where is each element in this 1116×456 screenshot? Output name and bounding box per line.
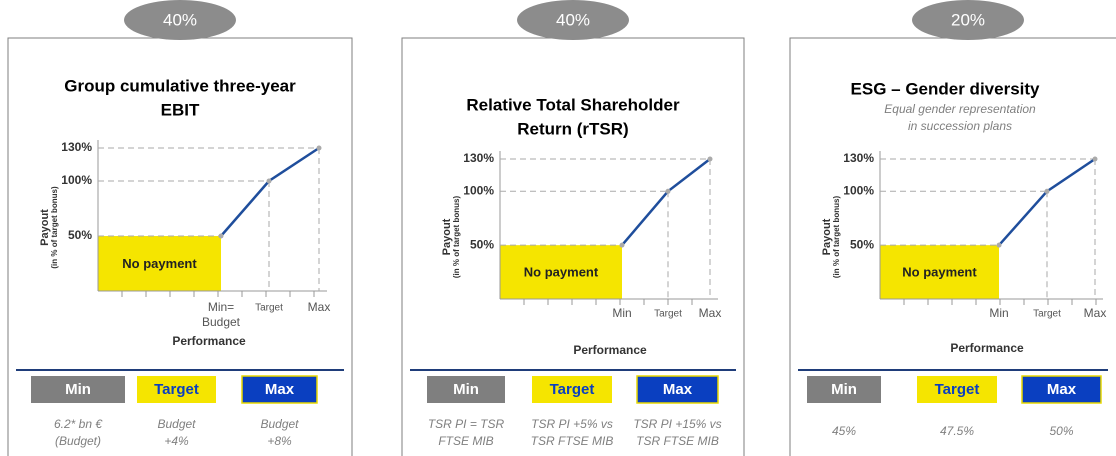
no-payment-area — [880, 245, 999, 299]
x-tick-label: Target — [255, 303, 283, 314]
x-axis-label: Performance — [950, 341, 1024, 355]
weight-badge — [912, 0, 1024, 40]
payout-point — [266, 178, 272, 184]
threshold-value: Budget +8% — [260, 417, 299, 448]
payout-point — [996, 242, 1002, 248]
payout-point — [707, 156, 713, 162]
weight-label: 40% — [163, 10, 197, 29]
weight-badge — [124, 0, 236, 40]
panel-title: Relative Total Shareholder — [466, 95, 680, 114]
x-tick-label: Target — [654, 309, 682, 320]
y-tick-label: 130% — [463, 151, 494, 165]
threshold-box — [427, 376, 505, 403]
no-payment-label: No payment — [902, 265, 977, 280]
y-tick-label: 50% — [470, 237, 494, 251]
threshold-value: TSR PI +15% vs TSR FTSE MIB — [633, 417, 721, 448]
threshold-label: Min — [453, 381, 479, 398]
threshold-value: 45% — [832, 424, 856, 438]
no-payment-area — [500, 245, 622, 299]
panel-title: Group cumulative three-year — [64, 76, 296, 95]
no-payment-area — [98, 236, 221, 291]
panel-title: ESG – Gender diversity — [851, 79, 1041, 98]
threshold-box — [917, 376, 997, 403]
y-tick-label: 50% — [850, 237, 874, 251]
threshold-value: TSR PI = TSR FTSE MIB — [428, 417, 505, 448]
threshold-box — [636, 375, 719, 404]
threshold-value: 50% — [1049, 424, 1073, 438]
weight-label: 40% — [556, 10, 590, 29]
y-axis-label: (in % of target bonus) — [452, 196, 461, 279]
panel: 40% Group cumulative three-year EBIT No pay… — [7, 0, 353, 456]
threshold-label: Min — [65, 381, 91, 398]
threshold-label: Max — [1047, 381, 1077, 398]
threshold-box — [137, 376, 216, 403]
threshold-box — [31, 376, 125, 403]
payout-point — [619, 242, 625, 248]
x-tick-label: Target — [1033, 309, 1061, 320]
threshold-label: Max — [663, 381, 693, 398]
x-tick-label: Max — [1084, 306, 1107, 320]
y-tick-label: 100% — [843, 183, 874, 197]
panel: 40% Relative Total Shareholder Return (rTS… — [401, 0, 745, 456]
y-axis-label: (in % of target bonus) — [832, 196, 841, 279]
y-axis-label: Payout — [39, 209, 51, 246]
payout-line — [621, 158, 711, 246]
threshold-box — [807, 376, 881, 403]
payout-point — [316, 145, 322, 151]
x-tick-label: Max — [308, 300, 331, 314]
no-payment-label: No payment — [122, 256, 197, 271]
x-tick-label: Min — [612, 306, 631, 320]
panel: 20% ESG – Gender diversity Equal gender re… — [789, 0, 1116, 456]
y-axis-label: (in % of target bonus) — [50, 186, 59, 269]
threshold-box — [532, 376, 612, 403]
y-tick-label: 130% — [843, 151, 874, 165]
x-tick-label: Min — [989, 306, 1008, 320]
panel-title: Return (rTSR) — [517, 119, 628, 138]
y-tick-label: 100% — [61, 173, 92, 187]
panel-subtitle: in succession plans — [908, 119, 1012, 133]
threshold-box — [1021, 375, 1102, 404]
threshold-label: Target — [550, 381, 595, 398]
payout-point — [218, 233, 224, 239]
weight-label: 20% — [951, 10, 985, 29]
weight-badge — [517, 0, 629, 40]
panel-title: EBIT — [161, 100, 200, 119]
payout-point — [665, 188, 671, 194]
y-tick-label: 130% — [61, 140, 92, 154]
x-axis-label: Performance — [573, 343, 647, 357]
threshold-label: Target — [154, 381, 199, 398]
threshold-value: 6.2* bn € (Budget) — [54, 417, 103, 448]
no-payment-label: No payment — [524, 265, 599, 280]
payout-point — [1044, 188, 1050, 194]
x-tick-label: Max — [699, 306, 722, 320]
payout-point — [1092, 156, 1098, 162]
threshold-label: Max — [265, 381, 295, 398]
threshold-box — [241, 375, 318, 404]
y-axis-label: Payout — [821, 218, 833, 255]
x-tick-label: Min= Budget — [202, 300, 241, 329]
threshold-label: Min — [831, 381, 857, 398]
threshold-value: 47.5% — [940, 424, 974, 438]
threshold-value: TSR PI +5% vs TSR FTSE MIB — [531, 417, 614, 448]
threshold-value: Budget +4% — [157, 417, 196, 448]
x-axis-label: Performance — [172, 334, 246, 348]
payout-line — [220, 146, 320, 237]
y-tick-label: 50% — [68, 228, 92, 242]
threshold-label: Target — [935, 381, 980, 398]
y-tick-label: 100% — [463, 183, 494, 197]
y-axis-label: Payout — [441, 218, 453, 255]
panel-subtitle: Equal gender representation — [884, 102, 1036, 116]
